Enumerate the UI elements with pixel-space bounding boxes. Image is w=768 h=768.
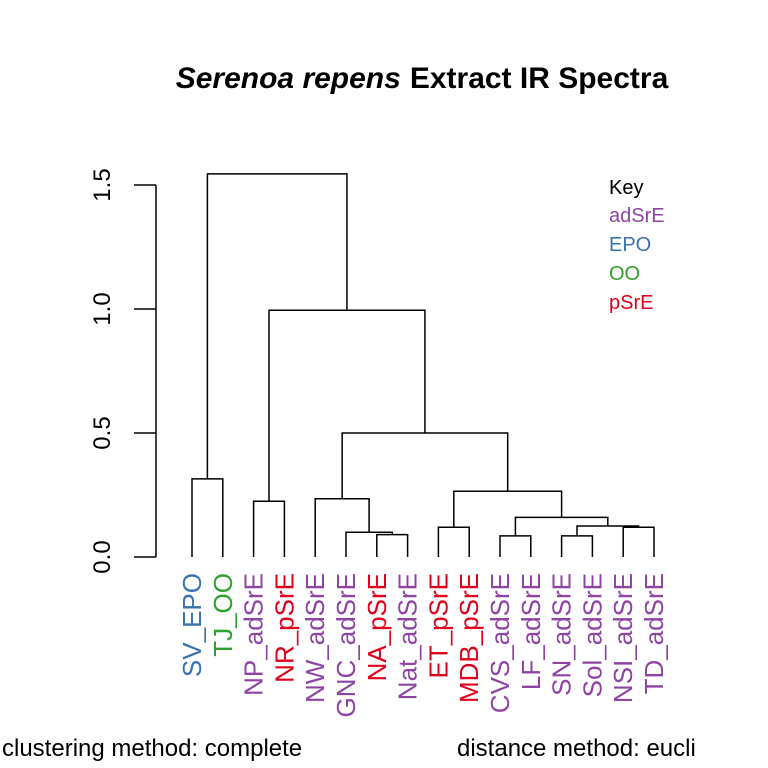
leaf-label: CVS_adSrE bbox=[485, 573, 515, 713]
y-axis-ticks: 0.0 0.5 1.0 1.5 bbox=[89, 168, 156, 574]
leaf-label: NP_adSrE bbox=[239, 573, 269, 696]
legend-title: Key bbox=[609, 177, 643, 199]
y-tick-label: 1.5 bbox=[89, 168, 116, 201]
dendrogram-branch bbox=[560, 535, 594, 557]
chart-title-italic: Serenoa repens bbox=[176, 62, 401, 95]
legend-entry-adsre: adSrE bbox=[609, 205, 665, 227]
dendrogram-branch bbox=[191, 478, 224, 557]
leaf-label: SN_adSrE bbox=[547, 573, 577, 696]
chart-title: Serenoa repens Extract IR Spectra bbox=[176, 62, 669, 95]
dendrogram-branch bbox=[252, 500, 286, 557]
dendrogram-branches bbox=[191, 173, 655, 557]
legend-entry-epo: EPO bbox=[609, 234, 651, 256]
leaf-label: Sol_adSrE bbox=[577, 573, 607, 697]
dendrogram-branch bbox=[499, 535, 532, 557]
dendrogram-branch bbox=[437, 526, 470, 557]
y-tick-label: 1.0 bbox=[89, 292, 116, 325]
dendrogram-branch bbox=[345, 531, 393, 557]
leaf-label: NR_pSrE bbox=[269, 573, 299, 683]
dendrogram-branch bbox=[206, 173, 348, 479]
leaf-label: LF_adSrE bbox=[516, 573, 546, 690]
leaf-label: SV_EPO bbox=[177, 573, 207, 677]
leaf-label: GNC_adSrE bbox=[331, 573, 361, 718]
legend-entry-oo: OO bbox=[609, 263, 640, 285]
dendrogram-branch bbox=[622, 526, 655, 557]
leaf-label: Nat_adSrE bbox=[393, 573, 423, 700]
leaf-label: ET_pSrE bbox=[423, 573, 453, 679]
legend-entry-psre: pSrE bbox=[609, 292, 653, 314]
leaf-label: NSI_adSrE bbox=[608, 573, 638, 703]
y-tick-label: 0.5 bbox=[89, 416, 116, 449]
leaf-label: TJ_OO bbox=[208, 573, 238, 657]
footer-clustering-method: clustering method: complete bbox=[2, 735, 302, 762]
leaf-label: NA_pSrE bbox=[362, 573, 392, 681]
dendrogram-branch bbox=[314, 497, 370, 557]
dendrogram-branch bbox=[453, 490, 563, 528]
dendrogram-branch bbox=[341, 432, 509, 499]
leaf-label: TD_adSrE bbox=[639, 573, 669, 694]
leaf-labels: SV_EPO TJ_OO NP_adSrE NR_pSrE NW_adSrE GNC_ad… bbox=[177, 573, 669, 718]
dendrogram-branch bbox=[376, 533, 409, 557]
leaf-label: NW_adSrE bbox=[300, 573, 330, 703]
footer-distance-method: distance method: eucli bbox=[457, 735, 696, 762]
leaf-label: MDB_pSrE bbox=[454, 573, 484, 703]
dendrogram-branch bbox=[268, 309, 426, 502]
chart-title-rest: Extract IR Spectra bbox=[410, 62, 669, 95]
y-tick-label: 0.0 bbox=[89, 540, 116, 573]
legend: Key adSrE EPO OO pSrE bbox=[609, 177, 665, 314]
